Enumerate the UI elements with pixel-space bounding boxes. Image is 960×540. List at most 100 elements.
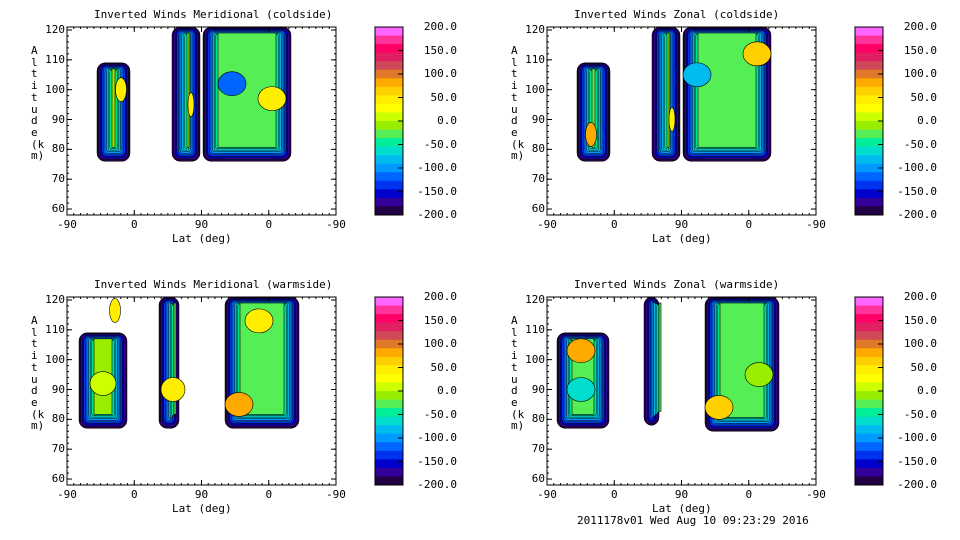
x-tick-label: -90: [326, 218, 346, 231]
colorbar-band: [375, 425, 403, 435]
colorbar-band: [375, 442, 403, 452]
y-tick-label: 60: [51, 202, 65, 216]
x-tick-label: 0: [610, 488, 618, 501]
colorbar-band: [375, 86, 403, 96]
y-axis-label: Altitude (km): [31, 314, 45, 433]
colorbar-band: [855, 155, 883, 165]
x-tick-label: 90: [194, 488, 209, 501]
contour-band: [656, 304, 660, 413]
colorbar-band: [855, 416, 883, 426]
colorbar-band: [375, 416, 403, 426]
colorbar-band: [375, 314, 403, 324]
x-axis-label: Lat (deg): [172, 232, 232, 245]
x-axis-label: Lat (deg): [172, 502, 232, 515]
y-tick-label: 110: [45, 52, 65, 66]
x-tick-label: 90: [674, 488, 689, 501]
y-tick-label: 80: [531, 142, 545, 156]
x-tick-label: -90: [57, 218, 77, 231]
x-tick-label: -90: [806, 488, 826, 501]
x-tick-label: -90: [537, 218, 557, 231]
colorbar-band: [855, 103, 883, 113]
colorbar-band: [375, 35, 403, 45]
colorbar-label: 150.0: [903, 313, 937, 327]
y-tick-label: 90: [531, 382, 545, 396]
y-tick-label: 90: [51, 382, 65, 396]
colorbar-label: 200.0: [423, 290, 457, 303]
colorbar-band: [855, 331, 883, 341]
colorbar-label: -200.0: [417, 478, 457, 491]
y-tick-label: 100: [45, 352, 65, 366]
y-tick-label: 60: [51, 472, 65, 486]
x-tick-label: 0: [130, 218, 138, 231]
y-tick-label: 110: [525, 52, 545, 66]
colorbar-band: [375, 382, 403, 392]
colorbar-label: 100.0: [423, 67, 457, 80]
y-tick-label: 70: [531, 172, 545, 186]
x-tick-label: -90: [57, 488, 77, 501]
y-tick-label: 80: [531, 412, 545, 426]
contour-fill: [111, 68, 116, 148]
colorbar-band: [375, 339, 403, 349]
colorbar-band: [855, 44, 883, 54]
panel-title: Inverted Winds Zonal (coldside): [574, 8, 780, 21]
colorbar-band: [855, 373, 883, 383]
colorbar-band: [375, 305, 403, 315]
colorbar-band: [375, 348, 403, 358]
y-tick-label: 70: [51, 442, 65, 456]
contour-feature: [682, 62, 712, 88]
colorbar-band: [855, 35, 883, 45]
colorbar-label: -150.0: [897, 184, 937, 198]
colorbar-label: 0.0: [917, 384, 937, 397]
colorbar-label: -200.0: [417, 208, 457, 221]
y-tick-label: 110: [525, 322, 545, 336]
x-tick-label: 0: [610, 218, 618, 231]
colorbar-label: -50.0: [423, 407, 457, 421]
colorbar-band: [375, 146, 403, 156]
y-tick-label: 120: [525, 22, 545, 36]
colorbar-band: [855, 399, 883, 409]
colorbar-label: 0.0: [437, 114, 457, 127]
colorbar-band: [855, 450, 883, 460]
footer-timestamp: 2011178v01 Wed Aug 10 09:23:29 2016: [577, 514, 809, 527]
x-tick-label: 90: [194, 218, 209, 231]
colorbar-band: [855, 27, 883, 37]
colorbar-label: -200.0: [897, 478, 937, 491]
contour-feature: [187, 92, 195, 117]
colorbar-band: [375, 78, 403, 88]
y-tick-label: 100: [525, 352, 545, 366]
y-tick-label: 80: [51, 412, 65, 426]
y-tick-label: 80: [51, 142, 65, 156]
colorbar-band: [375, 476, 403, 486]
colorbar-band: [375, 155, 403, 165]
y-axis-label: Altitude (km): [511, 44, 525, 163]
contour-feature: [585, 122, 597, 147]
colorbar-band: [855, 95, 883, 105]
colorbar-label: 50.0: [430, 360, 458, 374]
colorbar-band: [375, 197, 403, 207]
y-tick-label: 90: [531, 112, 545, 126]
contour-feature: [566, 338, 596, 364]
colorbar-label: 0.0: [917, 114, 937, 127]
colorbar-band: [855, 163, 883, 173]
colorbar-band: [375, 180, 403, 190]
colorbar-label: -50.0: [903, 137, 937, 151]
colorbar-band: [855, 433, 883, 443]
colorbar-label: -150.0: [417, 184, 457, 198]
colorbar-band: [375, 103, 403, 113]
colorbar-band: [375, 206, 403, 216]
colorbar-band: [855, 206, 883, 216]
colorbar-label: -50.0: [903, 407, 937, 421]
contour-feature: [224, 392, 254, 417]
contour-feature: [244, 308, 274, 334]
colorbar-band: [855, 322, 883, 332]
colorbar-band: [375, 61, 403, 71]
colorbar-band: [375, 459, 403, 469]
y-tick-label: 110: [45, 322, 65, 336]
colorbar-band: [855, 348, 883, 358]
colorbar-label: -150.0: [417, 454, 457, 468]
colorbar-label: 0.0: [437, 384, 457, 397]
colorbar-band: [855, 129, 883, 139]
x-tick-label: 0: [265, 488, 273, 501]
colorbar-band: [855, 61, 883, 71]
colorbar-label: 200.0: [903, 20, 937, 33]
